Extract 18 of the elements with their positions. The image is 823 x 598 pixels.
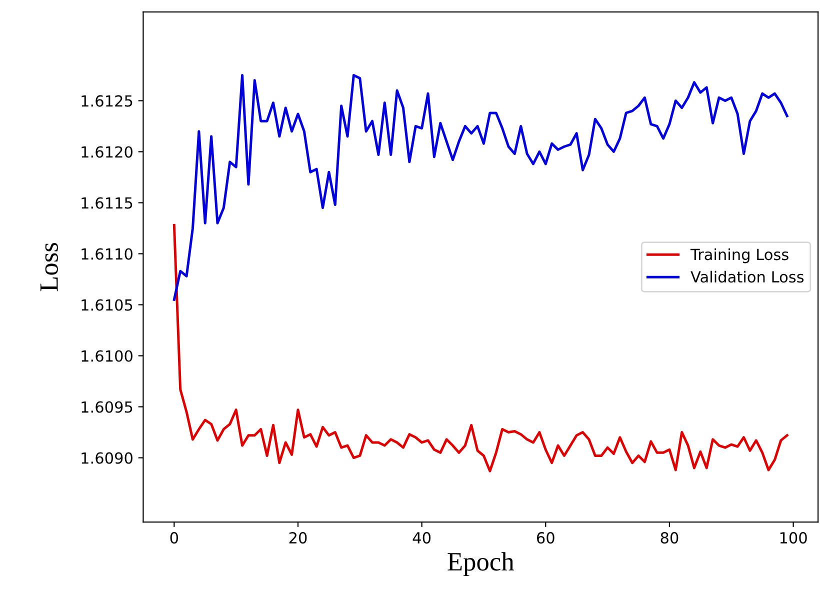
legend-label: Validation Loss <box>690 270 804 283</box>
x-tick-label: 40 <box>412 532 431 544</box>
x-tick-label: 80 <box>660 532 678 544</box>
y-tick-label: 1.6120 <box>82 146 132 158</box>
legend-label: Training Loss <box>690 248 788 264</box>
y-tick-label: 1.6090 <box>82 452 132 464</box>
y-tick-label: 1.6125 <box>82 95 132 107</box>
x-tick-label: 100 <box>780 532 807 544</box>
y-axis-title: Loss <box>40 243 58 292</box>
y-tick-label: 1.6095 <box>82 401 132 413</box>
x-tick-label: 20 <box>289 532 307 544</box>
x-tick-label: 0 <box>170 532 178 544</box>
y-tick-label: 1.6100 <box>82 350 132 362</box>
y-tick-label: 1.6110 <box>82 248 132 260</box>
y-tick-label: 1.6115 <box>82 197 132 209</box>
x-tick-label: 60 <box>536 532 554 544</box>
x-axis-title: Epoch <box>448 552 514 576</box>
y-tick-label: 1.6105 <box>82 299 132 311</box>
